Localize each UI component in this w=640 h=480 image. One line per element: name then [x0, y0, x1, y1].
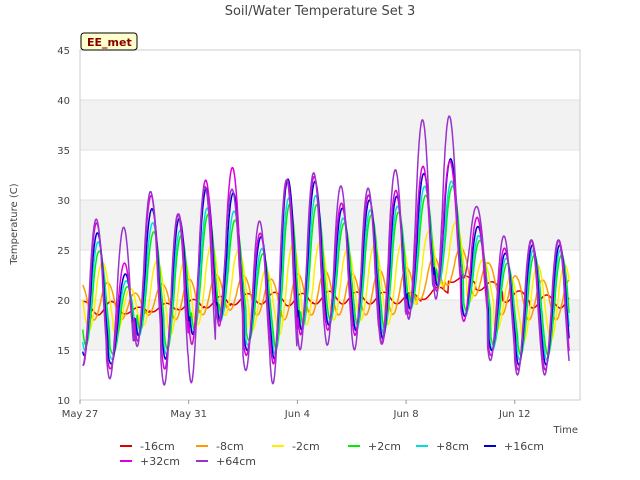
- legend-label: +32cm: [140, 455, 180, 468]
- legend-item: +32cm: [120, 455, 180, 468]
- grid-band: [80, 200, 580, 250]
- ee-met-annotation: EE_met: [80, 32, 138, 51]
- x-axis-ticks: May 27 May 31 Jun 4 Jun 8 Jun 12: [62, 400, 531, 420]
- legend-label: -16cm: [140, 440, 175, 453]
- x-tick-label: Jun 4: [284, 409, 310, 420]
- series-line-plus64cm: [82, 115, 570, 386]
- series-line-minus2cm: [81, 221, 570, 341]
- x-tick-label: May 31: [170, 409, 207, 420]
- legend-item: +16cm: [484, 440, 544, 453]
- legend-label: -2cm: [292, 440, 320, 453]
- y-tick-label: 25: [57, 246, 70, 257]
- y-axis-ticks: 10 15 20 25 30 35 40 45: [57, 46, 70, 407]
- legend: -16cm -8cm -2cm +2cm +8cm +16cm +32cm +64cm: [120, 440, 544, 468]
- x-tick-label: Jun 12: [498, 409, 531, 420]
- legend-item: -8cm: [196, 440, 244, 453]
- legend-label: +2cm: [368, 440, 401, 453]
- x-axis-label: Time: [553, 425, 578, 436]
- series-line-plus2cm: [81, 185, 570, 356]
- legend-item: -2cm: [272, 440, 320, 453]
- chart-title: Soil/Water Temperature Set 3: [225, 4, 416, 19]
- series-line-plus16cm: [81, 158, 570, 366]
- legend-label: -8cm: [216, 440, 244, 453]
- series-layer: [81, 115, 570, 386]
- legend-label: +64cm: [216, 455, 256, 468]
- x-tick-label: May 27: [62, 409, 99, 420]
- annotation-box: [80, 32, 138, 51]
- legend-item: +64cm: [196, 455, 256, 468]
- legend-label: +16cm: [504, 440, 544, 453]
- y-tick-label: 45: [57, 46, 70, 57]
- x-tick-label: Jun 8: [393, 409, 419, 420]
- y-tick-label: 20: [57, 296, 70, 307]
- y-tick-label: 15: [57, 346, 70, 357]
- y-tick-label: 30: [57, 196, 70, 207]
- annotation-label: EE_met: [87, 36, 132, 49]
- grid-band: [80, 100, 580, 150]
- y-axis-label: Temperature (C): [9, 183, 20, 265]
- plot-frame: [79, 49, 581, 401]
- legend-item: +2cm: [348, 440, 401, 453]
- y-tick-label: 40: [57, 96, 70, 107]
- legend-label: +8cm: [436, 440, 469, 453]
- y-tick-label: 10: [57, 396, 70, 407]
- y-tick-label: 35: [57, 146, 70, 157]
- legend-item: -16cm: [120, 440, 175, 453]
- legend-item: +8cm: [416, 440, 469, 453]
